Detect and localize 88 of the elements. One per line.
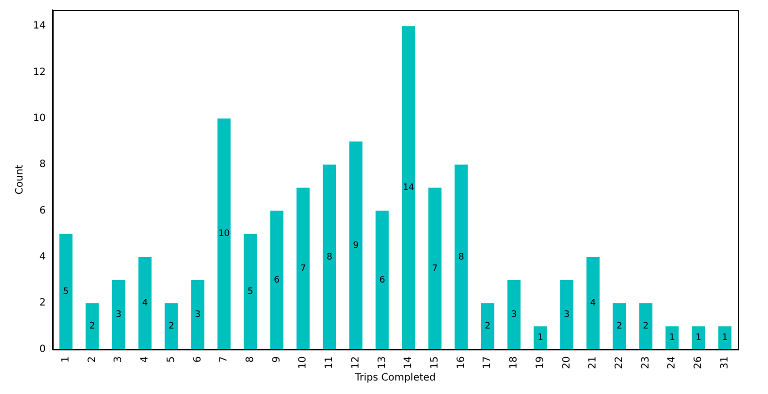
data-label: 5 xyxy=(63,286,69,297)
bar xyxy=(217,118,231,350)
data-label: 5 xyxy=(248,286,254,297)
bar xyxy=(586,256,600,350)
bar xyxy=(86,303,99,350)
x-tick-label: 5 xyxy=(166,356,177,363)
x-tick-label: 2 xyxy=(86,356,98,363)
x-tick-label: 17 xyxy=(482,356,494,370)
data-label: 1 xyxy=(696,333,702,344)
data-label: 3 xyxy=(116,310,122,320)
data-label: 1 xyxy=(669,333,675,344)
bar xyxy=(560,280,574,350)
data-label: 7 xyxy=(432,264,438,274)
x-tick-label: 7 xyxy=(218,356,230,363)
bar xyxy=(534,326,547,350)
bar xyxy=(666,326,679,350)
data-label: 1 xyxy=(722,333,728,344)
x-tick-label: 19 xyxy=(534,356,546,370)
data-label: 6 xyxy=(274,275,280,286)
x-tick-label: 24 xyxy=(666,356,678,370)
y-tick-label: 12 xyxy=(32,66,46,78)
y-tick-label: 0 xyxy=(39,344,46,355)
x-tick-label: 26 xyxy=(693,356,704,370)
data-label: 1 xyxy=(537,333,544,344)
bar xyxy=(507,280,521,350)
bar xyxy=(112,280,126,350)
data-label: 4 xyxy=(142,298,148,308)
x-tick-label: 10 xyxy=(298,356,309,370)
bar xyxy=(138,256,152,350)
y-tick-label: 2 xyxy=(39,298,46,309)
data-label: 3 xyxy=(194,310,201,320)
x-tick-label: 3 xyxy=(113,356,124,363)
bar xyxy=(59,234,72,350)
y-tick-label: 6 xyxy=(39,205,46,216)
bar xyxy=(454,164,468,350)
data-label: 2 xyxy=(89,322,96,332)
x-tick-label: 11 xyxy=(324,356,336,370)
bar xyxy=(428,188,442,350)
bar xyxy=(296,188,310,350)
data-label: 4 xyxy=(590,298,596,308)
x-tick-label: 21 xyxy=(588,356,599,370)
x-tick-label: 6 xyxy=(192,356,204,363)
data-label: 3 xyxy=(511,310,517,320)
bar xyxy=(718,326,732,350)
x-tick-label: 14 xyxy=(403,356,414,370)
bar xyxy=(270,210,284,350)
x-tick-label: 31 xyxy=(719,356,730,370)
bar xyxy=(164,303,178,350)
data-label: 14 xyxy=(402,183,415,194)
x-tick-label: 4 xyxy=(140,356,151,363)
x-axis-title: Trips Completed xyxy=(354,372,436,384)
x-tick-label: 9 xyxy=(271,356,282,363)
bar xyxy=(402,26,416,350)
bar xyxy=(376,210,389,350)
y-tick-label: 10 xyxy=(32,113,46,124)
bar xyxy=(639,303,652,350)
data-label: 10 xyxy=(218,229,230,240)
bar xyxy=(349,142,362,350)
data-label: 9 xyxy=(352,240,359,251)
data-label: 6 xyxy=(379,275,386,286)
x-tick-label: 23 xyxy=(640,356,652,370)
bar xyxy=(481,303,494,350)
bar xyxy=(244,234,257,350)
y-tick-label: 8 xyxy=(39,159,46,170)
x-tick-label: 22 xyxy=(614,356,625,370)
data-label: 8 xyxy=(458,252,464,262)
x-tick-label: 1 xyxy=(60,356,72,363)
bar xyxy=(191,280,204,350)
data-label: 2 xyxy=(642,322,649,332)
data-label: 2 xyxy=(168,322,174,332)
data-label: 7 xyxy=(300,264,306,274)
bar xyxy=(322,164,336,350)
data-label: 8 xyxy=(326,252,333,262)
x-tick-label: 8 xyxy=(244,356,256,363)
y-tick-label: 4 xyxy=(39,252,46,263)
data-label: 3 xyxy=(564,310,570,320)
y-axis-title: Count xyxy=(14,164,26,194)
x-tick-label: 20 xyxy=(561,356,572,370)
x-tick-label: 18 xyxy=(508,356,520,370)
x-tick-label: 16 xyxy=(456,356,467,370)
bar xyxy=(612,303,626,350)
x-tick-label: 15 xyxy=(429,356,440,370)
x-tick-label: 13 xyxy=(376,356,388,370)
data-label: 2 xyxy=(484,322,490,332)
bar xyxy=(692,326,706,350)
x-tick-label: 12 xyxy=(350,356,362,370)
y-tick-label: 14 xyxy=(32,20,46,32)
data-label: 2 xyxy=(616,322,622,332)
